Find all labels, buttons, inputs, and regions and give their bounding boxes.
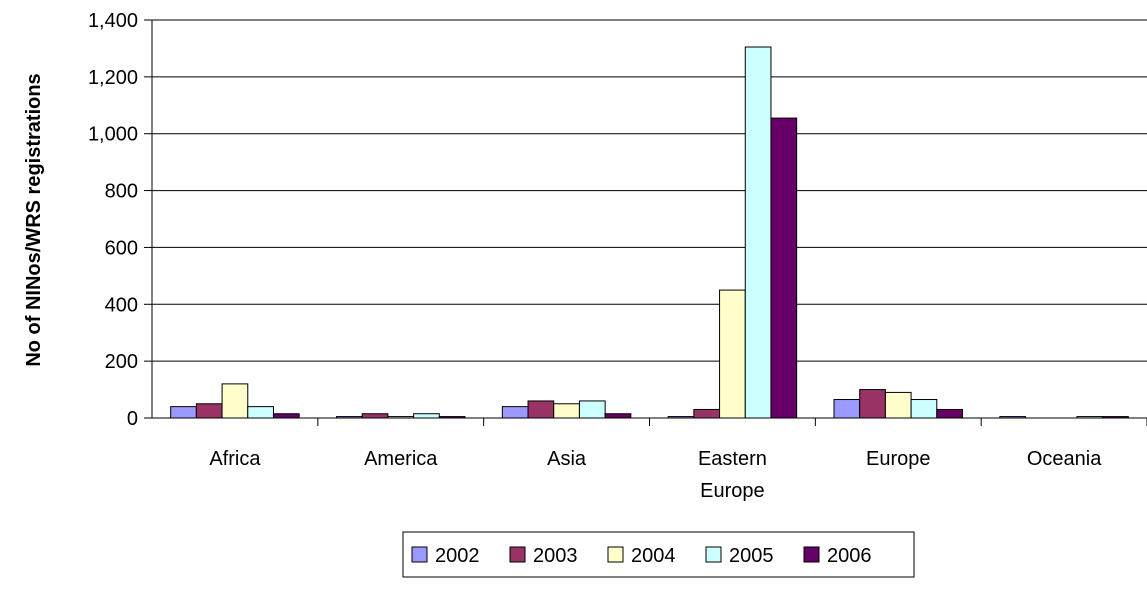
bar — [247, 406, 274, 419]
bar — [195, 403, 223, 419]
bar — [999, 416, 1027, 419]
y-axis-label: No of NINos/WRS registrations — [23, 73, 45, 366]
legend-label: 2002 — [435, 545, 480, 567]
x-category-label: Europe — [866, 448, 931, 470]
bar — [170, 406, 197, 419]
bar — [221, 383, 249, 419]
bar — [744, 46, 772, 419]
bar — [501, 406, 529, 419]
y-tick-label: 200 — [105, 351, 138, 373]
legend-swatch — [803, 546, 820, 563]
y-tick-label: 800 — [105, 181, 138, 203]
legend-label: 2006 — [827, 545, 872, 567]
bar — [413, 413, 440, 419]
bar — [361, 413, 389, 419]
bar — [884, 391, 912, 419]
x-category-label: Eastern — [698, 448, 767, 470]
gridlines — [152, 19, 1147, 362]
labels: 0 200 400 600 800 1,000 1,200 1,400 Africa Americ… — [88, 10, 1102, 502]
legend-swatch — [411, 546, 428, 563]
legend-label: 2004 — [631, 545, 676, 567]
bar — [910, 399, 938, 419]
x-category-label: America — [364, 448, 438, 470]
y-tick-label: 600 — [105, 237, 138, 259]
bar — [438, 416, 466, 419]
x-category-label: Europe — [700, 480, 765, 502]
legend-label: 2005 — [729, 545, 774, 567]
y-tick-label: 1,400 — [88, 10, 138, 32]
legend-box — [402, 531, 915, 578]
bar — [553, 403, 580, 419]
axes — [144, 19, 1147, 426]
bar — [578, 400, 606, 419]
y-tick-label: 0 — [127, 408, 138, 430]
bar — [859, 389, 886, 419]
x-category-label: Oceania — [1027, 448, 1102, 470]
y-tick-label: 1,000 — [88, 124, 138, 146]
y-tick-label: 400 — [105, 294, 138, 316]
bar — [387, 416, 415, 419]
bar — [272, 413, 300, 419]
bar — [719, 289, 746, 419]
bar — [1076, 416, 1104, 419]
y-tick-label: 1,200 — [88, 67, 138, 89]
legend-swatch — [705, 546, 722, 563]
bar — [667, 416, 695, 419]
bars — [170, 46, 1129, 419]
legend-swatch — [509, 546, 526, 563]
bar — [770, 117, 798, 419]
bar — [527, 400, 555, 419]
bar — [693, 408, 721, 419]
legend: 2002 2003 2004 2005 2006 — [402, 531, 915, 578]
bar — [833, 399, 861, 419]
bar — [336, 416, 363, 419]
legend-label: 2003 — [533, 545, 578, 567]
bar — [604, 413, 632, 419]
bar — [936, 408, 963, 419]
bar — [1102, 416, 1129, 419]
legend-swatch — [607, 546, 624, 563]
x-category-label: Africa — [209, 448, 261, 470]
x-category-label: Asia — [547, 448, 587, 470]
